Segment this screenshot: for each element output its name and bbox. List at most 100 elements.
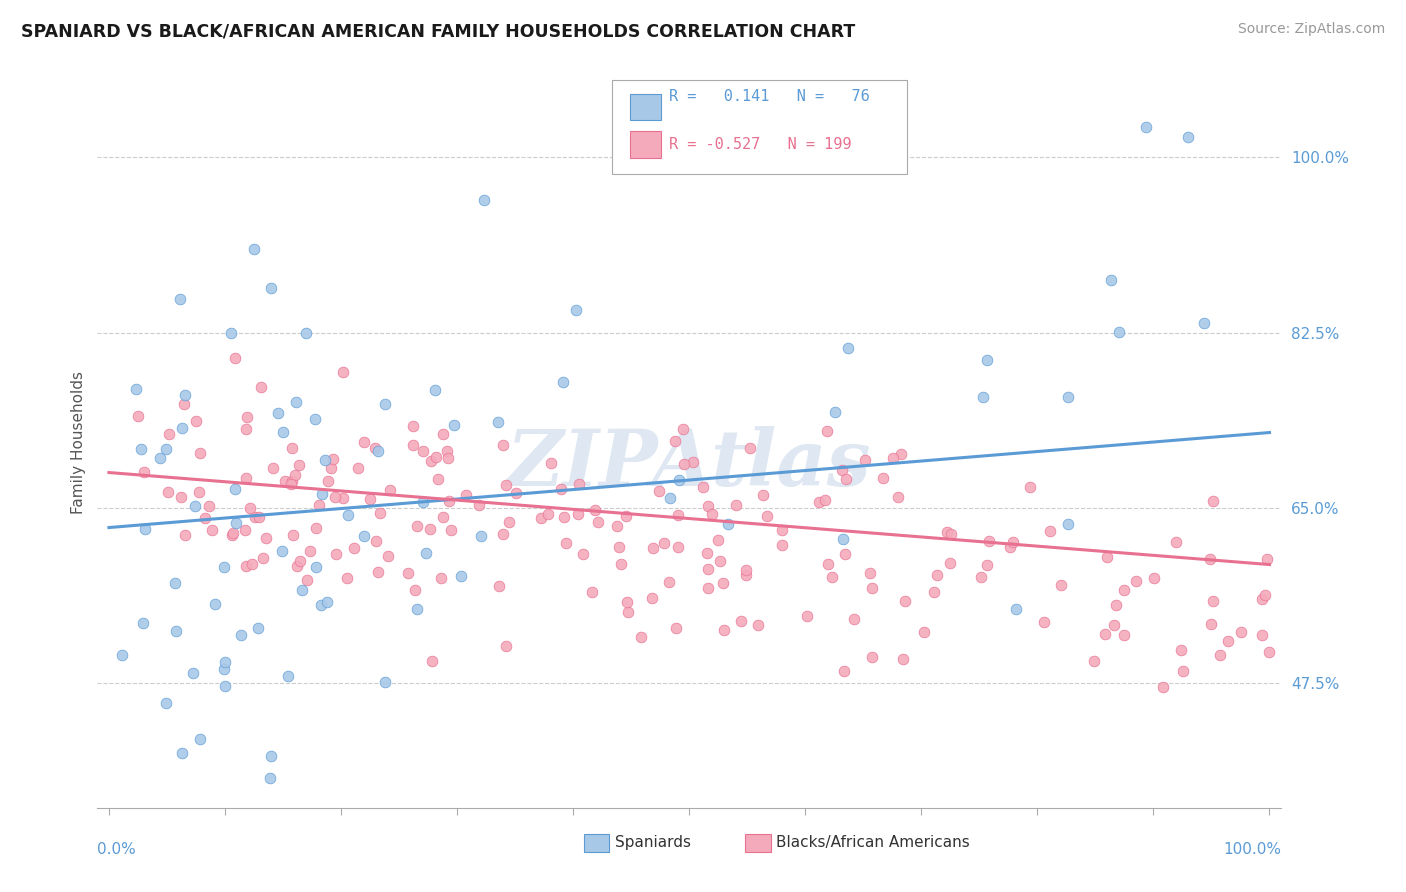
Point [730, 614, 752, 628]
Point [174, 388, 197, 402]
Point [872, 471, 894, 485]
Point [212, 559, 235, 574]
Point [259, 771, 281, 785]
Point [157, 427, 180, 442]
Point [550, 482, 572, 496]
Point [665, 621, 688, 635]
Point [125, 382, 148, 396]
Text: SPANIARD VS BLACK/AFRICAN AMERICAN FAMILY HOUSEHOLDS CORRELATION CHART: SPANIARD VS BLACK/AFRICAN AMERICAN FAMIL… [21, 22, 855, 40]
Point [1251, 628, 1274, 642]
Text: ZIPAtlas: ZIPAtlas [508, 426, 872, 503]
Y-axis label: Family Households: Family Households [72, 371, 86, 514]
Point [492, 438, 515, 452]
Point [284, 468, 307, 483]
Text: R = -0.527   N = 199: R = -0.527 N = 199 [669, 137, 852, 152]
Point [553, 510, 575, 524]
Point [198, 499, 221, 513]
Point [111, 648, 134, 663]
Point [316, 595, 339, 609]
Point [239, 501, 262, 516]
Point [630, 630, 652, 644]
Point [551, 375, 574, 389]
Point [824, 405, 846, 419]
Point [565, 303, 588, 318]
Point [243, 510, 266, 524]
Point [567, 507, 589, 521]
Point [668, 473, 690, 487]
Point [495, 478, 517, 492]
Point [187, 485, 209, 500]
Point [814, 493, 837, 508]
Point [165, 624, 187, 638]
Point [294, 326, 316, 340]
Point [285, 395, 308, 409]
Point [172, 746, 194, 760]
Point [672, 457, 695, 471]
Point [1019, 480, 1042, 494]
Point [132, 466, 155, 480]
Point [1056, 517, 1078, 532]
Point [796, 608, 818, 623]
Point [1104, 617, 1126, 632]
Point [295, 573, 318, 587]
Text: 0.0%: 0.0% [97, 841, 136, 856]
Point [214, 679, 236, 693]
Point [432, 426, 454, 441]
Point [495, 639, 517, 653]
Point [412, 495, 434, 509]
Point [311, 487, 333, 501]
Point [860, 649, 883, 664]
Point [1032, 615, 1054, 630]
Point [184, 414, 207, 428]
Point [970, 570, 993, 584]
Point [1209, 648, 1232, 663]
Point [432, 510, 454, 524]
Text: 100.0%: 100.0% [1223, 841, 1281, 856]
Point [149, 450, 172, 465]
Point [221, 528, 243, 542]
Point [219, 326, 242, 340]
Point [402, 419, 425, 434]
Point [666, 508, 689, 522]
Point [259, 281, 281, 295]
Point [270, 544, 292, 558]
Point [353, 435, 375, 450]
Point [1049, 578, 1071, 592]
Point [287, 559, 309, 574]
Point [188, 445, 211, 459]
Point [831, 532, 853, 546]
Point [617, 605, 640, 619]
Point [314, 453, 336, 467]
Point [725, 499, 748, 513]
Point [713, 623, 735, 637]
Point [472, 194, 495, 208]
Point [155, 442, 177, 456]
Point [586, 515, 609, 529]
Point [129, 442, 152, 457]
Point [281, 474, 304, 488]
Point [298, 544, 321, 558]
Point [859, 566, 882, 581]
Point [882, 450, 904, 465]
Point [221, 525, 243, 540]
Point [697, 581, 720, 595]
Point [658, 491, 681, 505]
Point [1177, 130, 1199, 145]
Point [740, 441, 762, 455]
Point [890, 447, 912, 461]
Point [194, 510, 217, 524]
Point [378, 483, 401, 497]
Point [470, 529, 492, 543]
Point [163, 575, 186, 590]
Point [404, 583, 426, 598]
Point [1166, 534, 1188, 549]
Point [420, 654, 443, 668]
Point [436, 443, 458, 458]
Point [406, 602, 429, 616]
Point [1216, 633, 1239, 648]
Point [707, 533, 730, 547]
Point [770, 538, 793, 552]
Point [834, 547, 856, 561]
Point [405, 518, 427, 533]
Point [235, 471, 257, 485]
